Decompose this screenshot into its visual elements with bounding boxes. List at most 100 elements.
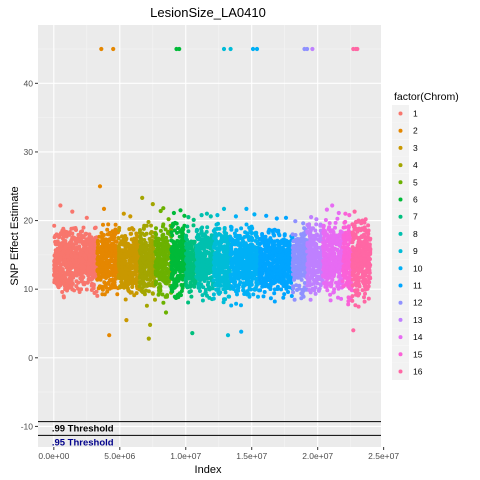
- snp-point: [346, 228, 351, 233]
- snp-point: [256, 294, 260, 299]
- snp-point: [331, 236, 336, 241]
- snp-point: [96, 262, 101, 266]
- snp-point: [245, 231, 250, 236]
- snp-outlier-point: [324, 207, 329, 212]
- snp-point: [52, 273, 57, 278]
- snp-point: [105, 289, 110, 294]
- snp-point: [258, 246, 263, 251]
- snp-point: [171, 277, 176, 282]
- snp-point: [268, 270, 272, 275]
- snp-point: [262, 290, 267, 294]
- snp-point: [317, 287, 322, 292]
- snp-point: [239, 272, 244, 277]
- snp-point: [189, 244, 194, 249]
- snp-point: [360, 288, 365, 293]
- snp-point: [112, 261, 117, 265]
- snp-point: [290, 232, 295, 237]
- snp-point: [109, 270, 113, 274]
- snp-point: [101, 272, 106, 277]
- snp-point: [261, 294, 266, 299]
- snp-point: [74, 254, 79, 259]
- snp-point: [249, 230, 254, 235]
- snp-point: [107, 230, 112, 235]
- snp-point: [298, 271, 303, 276]
- snp-point: [324, 283, 329, 288]
- snp-point: [201, 285, 206, 290]
- snp-point: [218, 265, 223, 270]
- y-axis-title: SNP Effect Estimate: [9, 186, 21, 285]
- snp-point: [86, 268, 91, 273]
- snp-point: [292, 275, 297, 280]
- snp-point: [66, 249, 70, 254]
- snp-point: [91, 283, 96, 288]
- series-chrom-1: [52, 203, 100, 300]
- snp-point: [200, 298, 205, 303]
- series-chrom-3: [116, 211, 142, 323]
- snp-point: [309, 226, 314, 231]
- snp-point: [77, 290, 82, 294]
- snp-point: [161, 300, 166, 305]
- snp-point: [210, 286, 215, 291]
- snp-outlier-point: [225, 333, 231, 338]
- snp-point: [139, 256, 144, 261]
- snp-point: [199, 241, 204, 246]
- snp-point: [202, 260, 207, 264]
- snp-point: [73, 271, 78, 276]
- snp-point: [239, 226, 244, 231]
- snp-point: [292, 238, 297, 243]
- snp-point: [86, 273, 91, 278]
- snp-point: [150, 245, 155, 250]
- snp-point: [196, 257, 201, 262]
- snp-point: [53, 254, 58, 259]
- snp-point: [156, 270, 161, 275]
- snp-point: [228, 236, 233, 241]
- snp-point: [52, 262, 57, 267]
- snp-point: [313, 270, 318, 275]
- snp-point: [172, 264, 177, 269]
- snp-point: [80, 259, 85, 264]
- snp-point: [215, 226, 220, 231]
- snp-point: [146, 247, 151, 252]
- snp-outlier-point: [301, 221, 306, 226]
- snp-point: [79, 233, 84, 238]
- snp-point: [58, 271, 63, 276]
- snp-point: [300, 254, 305, 259]
- snp-point: [187, 276, 192, 280]
- snp-point: [316, 245, 321, 250]
- snp-point: [229, 264, 234, 269]
- snp-point: [58, 262, 63, 267]
- snp-point: [70, 271, 75, 275]
- snp-point: [125, 249, 130, 254]
- snp-point: [259, 275, 264, 280]
- snp-point: [335, 248, 340, 253]
- snp-point: [122, 271, 127, 276]
- snp-point: [307, 288, 312, 292]
- snp-point: [105, 272, 110, 277]
- snp-point: [130, 247, 135, 252]
- snp-point: [271, 260, 276, 264]
- snp-point: [169, 230, 174, 235]
- snp-point: [154, 236, 159, 241]
- snp-outlier-point: [161, 206, 166, 211]
- snp-point: [267, 252, 272, 257]
- snp-point: [116, 275, 121, 280]
- snp-point: [96, 238, 100, 243]
- snp-point: [134, 239, 138, 244]
- snp-point: [218, 290, 223, 295]
- snp-point: [126, 281, 131, 286]
- snp-point: [205, 235, 210, 240]
- snp-point: [158, 228, 163, 233]
- snp-point: [169, 264, 174, 268]
- snp-point: [98, 268, 102, 273]
- snp-point: [236, 265, 241, 270]
- snp-point: [122, 261, 126, 266]
- snp-outlier-point: [178, 208, 183, 213]
- snp-point: [142, 238, 147, 242]
- snp-point: [186, 229, 191, 234]
- snp-point: [162, 280, 167, 284]
- snp-point: [138, 244, 143, 249]
- snp-point: [55, 273, 60, 278]
- snp-point: [282, 267, 287, 272]
- legend-title: factor(Chrom): [394, 91, 459, 103]
